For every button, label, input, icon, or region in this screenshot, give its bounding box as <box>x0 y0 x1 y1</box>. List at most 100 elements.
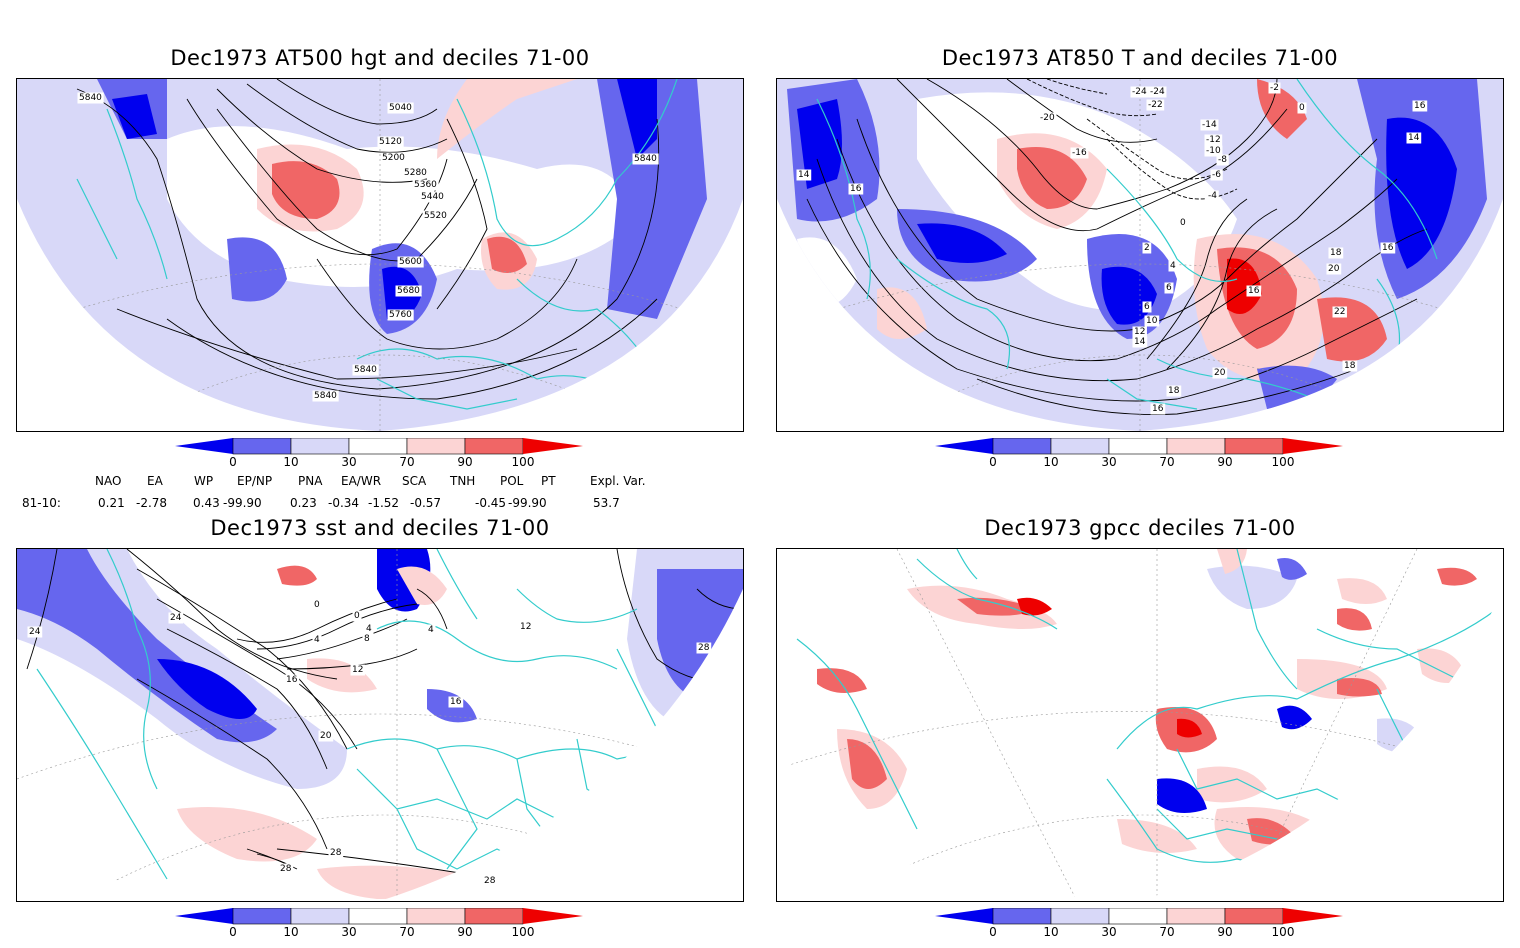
svg-text:12: 12 <box>352 665 363 675</box>
tc-value: 53.7 <box>593 496 620 510</box>
svg-text:-14: -14 <box>1202 120 1217 130</box>
map-panel-gpcc <box>776 548 1504 902</box>
tc-row-label: 81-10: <box>22 496 61 510</box>
contour-lines <box>76 79 660 400</box>
svg-text:18: 18 <box>1330 248 1342 258</box>
colorbar-left-top: 0 10 30 70 90 100 <box>175 438 585 478</box>
decile-min-region <box>797 99 842 189</box>
svg-text:-24: -24 <box>1150 87 1165 97</box>
tc-header: Expl. Var. <box>590 474 646 488</box>
decile-low-region <box>1257 365 1337 409</box>
decile-max-region <box>1177 718 1202 738</box>
panel-title-gpcc: Dec1973 gpcc deciles 71-00 <box>984 516 1296 540</box>
svg-text:10: 10 <box>1146 316 1158 326</box>
svg-text:0: 0 <box>1299 103 1305 113</box>
decile-high-region <box>272 161 340 219</box>
svg-text:16: 16 <box>850 184 862 194</box>
contour-labels: 5840 5040 5120 5200 5280 5360 5440 5520 … <box>77 92 659 402</box>
contour-labels: 24 24 0 0 4 4 8 12 12 16 16 20 28 28 28 … <box>27 599 712 887</box>
decile-high-region <box>1017 147 1087 209</box>
decile-min-region <box>1157 778 1207 813</box>
svg-text:5680: 5680 <box>397 286 420 296</box>
svg-text:5440: 5440 <box>421 192 444 202</box>
colorbar-tick: 10 <box>283 925 299 939</box>
svg-text:5600: 5600 <box>399 257 422 267</box>
svg-text:-8: -8 <box>1218 155 1227 165</box>
decile-min-region <box>917 223 1007 263</box>
tc-value: -0.57 <box>410 496 442 510</box>
svg-text:5120: 5120 <box>379 137 402 147</box>
colorbar-right-top: 0 10 30 70 90 100 <box>935 438 1345 478</box>
svg-text:5840: 5840 <box>634 154 657 164</box>
decile-above-region <box>1337 578 1387 604</box>
svg-text:16: 16 <box>1382 243 1394 253</box>
map-t850: -24 -24 -2 -22 -20 -16 -14 -12 -10 -8 -6… <box>777 79 1503 431</box>
colorbar-tick: 10 <box>283 455 299 469</box>
svg-text:24: 24 <box>29 627 41 637</box>
colorbar-tick: 30 <box>341 925 357 939</box>
svg-text:6: 6 <box>1166 283 1172 293</box>
map-hgt500: 5840 5040 5120 5200 5280 5360 5440 5520 … <box>17 79 743 431</box>
tc-header: PT <box>541 474 556 488</box>
decile-low-region <box>1277 558 1307 580</box>
colorbar-tick: 0 <box>989 455 997 469</box>
svg-text:5840: 5840 <box>314 391 337 401</box>
decile-min-region <box>1386 117 1457 269</box>
tc-value: -1.52 <box>368 496 400 510</box>
decile-above-region <box>397 566 447 605</box>
svg-text:0: 0 <box>354 611 360 621</box>
colorbar-tick: 0 <box>229 455 237 469</box>
map-panel-hgt500: 5840 5040 5120 5200 5280 5360 5440 5520 … <box>16 78 744 432</box>
decile-below-region <box>1207 565 1297 609</box>
svg-text:-10: -10 <box>1206 146 1221 156</box>
svg-text:5040: 5040 <box>389 103 412 113</box>
colorbar-tick: 10 <box>1043 925 1059 939</box>
decile-above-region <box>877 287 927 339</box>
tc-value: 0.43 <box>193 496 220 510</box>
tc-header: PNA <box>298 474 323 488</box>
svg-text:14: 14 <box>798 170 810 180</box>
decile-high-region <box>1337 608 1372 631</box>
decile-min-region <box>112 94 157 139</box>
colorbar-tick: 100 <box>511 455 535 469</box>
svg-text:4: 4 <box>366 624 372 634</box>
decile-high-region <box>1437 567 1477 586</box>
tc-value: -0.34 <box>328 496 360 510</box>
decile-high-region <box>817 668 867 693</box>
svg-text:-24: -24 <box>1132 87 1147 97</box>
tc-value: -2.78 <box>136 496 168 510</box>
colorbar-tick: 100 <box>511 925 535 939</box>
svg-text:-12: -12 <box>1206 135 1221 145</box>
decile-above-region <box>1417 648 1467 683</box>
svg-text:0: 0 <box>1180 218 1186 228</box>
panel-title-hgt500: Dec1973 AT500 hgt and deciles 71-00 <box>170 46 590 70</box>
svg-text:8: 8 <box>364 634 370 644</box>
tc-header: WP <box>194 474 214 488</box>
contour-labels: -24 -24 -2 -22 -20 -16 -14 -12 -10 -8 -6… <box>796 82 1428 415</box>
decile-high-region <box>277 565 317 586</box>
svg-text:16: 16 <box>286 675 298 685</box>
panel-title-sst: Dec1973 sst and deciles 71-00 <box>210 516 550 540</box>
colorbar-tick: 70 <box>399 925 415 939</box>
tc-value: -0.45 <box>475 496 507 510</box>
colorbar-tick: 90 <box>457 455 473 469</box>
decile-above-region <box>437 79 577 159</box>
svg-text:16: 16 <box>1152 404 1164 414</box>
svg-text:12: 12 <box>520 622 531 632</box>
decile-above-region <box>177 807 317 862</box>
svg-text:5200: 5200 <box>382 153 405 163</box>
svg-text:28: 28 <box>330 848 342 858</box>
colorbar-tick: 90 <box>1217 455 1233 469</box>
svg-text:-2: -2 <box>1270 83 1279 93</box>
decile-low-region <box>657 569 743 699</box>
decile-min-region <box>617 79 657 159</box>
svg-text:24: 24 <box>170 613 182 623</box>
decile-max-region <box>1017 597 1052 616</box>
decile-above-region <box>1197 766 1267 803</box>
tc-header: EP/NP <box>237 474 273 488</box>
svg-text:6: 6 <box>1144 302 1150 312</box>
svg-text:-16: -16 <box>1072 148 1087 158</box>
svg-text:5520: 5520 <box>424 211 447 221</box>
decile-high-region <box>847 739 887 789</box>
svg-text:14: 14 <box>1134 337 1146 347</box>
